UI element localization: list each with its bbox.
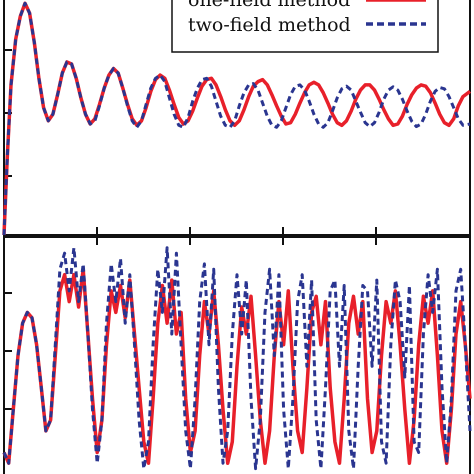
bottom-series-group [2, 246, 472, 471]
legend-label-two-field: two-field method [188, 14, 351, 36]
top-series-group [2, 1, 472, 236]
bottom-series-line-two-field-method [2, 246, 472, 471]
bottom-plot-frame [3, 236, 471, 474]
bottom-x-ticks [96, 237, 377, 245]
top-panel [2, 0, 472, 236]
legend: one-field method two-field method [171, 0, 439, 53]
bottom-series-line-one-field-method [2, 267, 472, 465]
legend-box [171, 0, 439, 53]
legend-label-one-field: one-field method [188, 0, 350, 11]
bottom-y-ticks [4, 292, 12, 410]
top-series-line-one-field-method [2, 1, 472, 236]
top-series-line-two-field-method [2, 1, 471, 236]
top-x-ticks [96, 227, 377, 235]
top-plot-frame [3, 0, 471, 236]
bottom-panel [2, 236, 472, 474]
